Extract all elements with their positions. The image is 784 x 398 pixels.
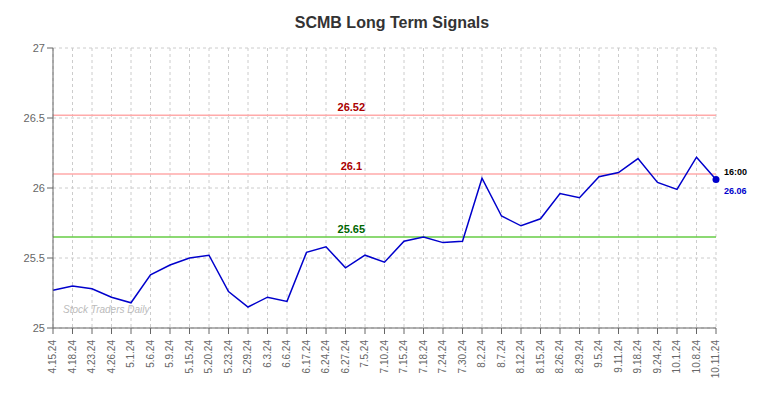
svg-text:6.6.24: 6.6.24 [281,340,292,368]
svg-text:26.06: 26.06 [724,186,747,196]
svg-text:8.12.24: 8.12.24 [515,340,526,374]
svg-text:5.9.24: 5.9.24 [164,340,175,368]
svg-text:25: 25 [33,322,45,334]
svg-text:6.27.24: 6.27.24 [340,340,351,374]
svg-text:26: 26 [33,182,45,194]
svg-text:8.29.24: 8.29.24 [574,340,585,374]
svg-text:7.15.24: 7.15.24 [398,340,409,374]
svg-text:9.24.24: 9.24.24 [652,340,663,374]
svg-text:8.2.24: 8.2.24 [476,340,487,368]
svg-text:5.20.24: 5.20.24 [203,340,214,374]
svg-text:7.24.24: 7.24.24 [437,340,448,374]
svg-text:4.26.24: 4.26.24 [106,340,117,374]
svg-text:5.1.24: 5.1.24 [125,340,136,368]
svg-text:7.18.24: 7.18.24 [418,340,429,374]
svg-text:10.11.24: 10.11.24 [710,340,721,379]
svg-text:6.24.24: 6.24.24 [320,340,331,374]
html-text:SCMB Long Term Signals: SCMB Long Term Signals [294,14,490,31]
svg-text:7.30.24: 7.30.24 [457,340,468,374]
svg-text:4.15.24: 4.15.24 [47,340,58,374]
svg-text:7.10.24: 7.10.24 [379,340,390,374]
svg-text:5.29.24: 5.29.24 [242,340,253,374]
svg-text:6.3.24: 6.3.24 [262,340,273,368]
svg-text:6.17.24: 6.17.24 [301,340,312,374]
html-text:Stock Traders Daily: Stock Traders Daily [63,304,150,315]
svg-text:25.5: 25.5 [24,252,45,264]
svg-text:9.18.24: 9.18.24 [632,340,643,374]
svg-text:5.15.24: 5.15.24 [184,340,195,374]
svg-text:7.5.24: 7.5.24 [359,340,370,368]
svg-text:4.23.24: 4.23.24 [86,340,97,374]
svg-text:16:00: 16:00 [724,167,747,177]
svg-text:5.6.24: 5.6.24 [145,340,156,368]
svg-text:8.7.24: 8.7.24 [496,340,507,368]
svg-text:26.5: 26.5 [24,112,45,124]
svg-text:5.23.24: 5.23.24 [223,340,234,374]
svg-text:27: 27 [33,42,45,54]
svg-text:9.11.24: 9.11.24 [613,340,624,373]
svg-text:26.52: 26.52 [338,101,366,113]
svg-text:8.15.24: 8.15.24 [535,340,546,374]
svg-text:9.5.24: 9.5.24 [593,340,604,368]
svg-text:10.1.24: 10.1.24 [671,340,682,374]
svg-text:8.26.24: 8.26.24 [554,340,565,374]
svg-text:25.65: 25.65 [338,223,366,235]
svg-text:10.8.24: 10.8.24 [691,340,702,374]
svg-text:4.18.24: 4.18.24 [67,340,78,374]
svg-text:26.1: 26.1 [341,160,362,172]
